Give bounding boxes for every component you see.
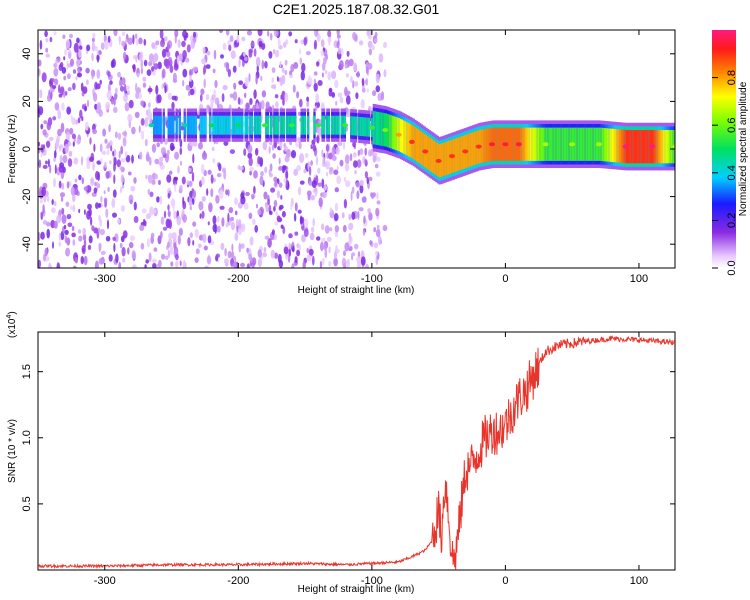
ridge-point <box>475 144 482 149</box>
top-y-axis-label: Frequency (Hz) <box>7 115 18 184</box>
x-tick-label: -200 <box>227 273 249 285</box>
top-x-axis: -300 -200 -100 0 100 <box>94 30 648 285</box>
bottom-y-multiplier-base: (x10 <box>7 318 18 338</box>
x-tick-label: 0 <box>502 273 508 285</box>
ridge-point <box>502 142 509 147</box>
spectrogram-ridge <box>148 123 675 163</box>
ridge-point <box>208 123 215 128</box>
top-x-axis-label: Height of straight line (km) <box>298 285 415 296</box>
ridge-point <box>622 144 629 149</box>
ridge-point <box>148 123 155 128</box>
y-tick-label: 20 <box>21 95 33 107</box>
bottom-y-axis: 0.5 1.0 1.5 <box>21 364 675 512</box>
ridge-point <box>181 123 188 128</box>
x-tick-label: 100 <box>630 575 648 587</box>
snr-panel: -300 -200 -100 0 100 0.5 1.0 1.5 Height of str… <box>6 311 676 595</box>
colorbar: 0.0 0.2 0.4 0.6 0.8 Normalized spectral ampl… <box>712 30 749 276</box>
ridge-point <box>342 123 349 128</box>
ridge-point <box>395 132 402 137</box>
colorbar-label: Normalized spectral amplitude <box>738 81 749 216</box>
colorbar-tick-label: 0.8 <box>726 70 738 85</box>
snr-plot-area <box>37 331 676 571</box>
ridge-point <box>422 149 429 154</box>
colorbar-tick-label: 0.2 <box>726 213 738 228</box>
x-tick-label: -200 <box>227 575 249 587</box>
colorbar-tick-label: 0.0 <box>726 260 738 275</box>
y-tick-label: -40 <box>21 236 33 252</box>
bottom-y-axis-label: SNR (10 * v/v) <box>7 419 18 483</box>
y-tick-label: -20 <box>21 189 33 205</box>
bottom-x-axis-label: Height of straight line (km) <box>298 584 415 595</box>
ridge-point <box>382 128 389 132</box>
bottom-x-axis: -300 -200 -100 0 100 <box>94 332 648 587</box>
bottom-y-multiplier-exp: 4 <box>6 315 13 319</box>
y-tick-label: 1.5 <box>21 364 33 379</box>
x-tick-label: -300 <box>94 575 116 587</box>
ridge-point <box>262 123 268 128</box>
ridge-point <box>649 144 656 149</box>
x-tick-label: -300 <box>94 273 116 285</box>
ridge-point <box>449 154 455 159</box>
colorbar-ticks: 0.0 0.2 0.4 0.6 0.8 <box>712 70 738 276</box>
y-tick-label: 40 <box>21 48 33 60</box>
ridge-point <box>435 158 442 163</box>
y-tick-label: 0 <box>21 146 33 152</box>
colorbar-gradient <box>712 30 736 268</box>
ridge-point <box>462 149 469 154</box>
x-tick-label: -100 <box>361 575 383 587</box>
ridge-point <box>515 142 522 147</box>
ridge-point <box>368 125 375 130</box>
ridge-point <box>569 142 576 147</box>
y-tick-label: 1.0 <box>21 430 33 445</box>
ridge-point <box>672 144 675 149</box>
bottom-y-multiplier: (x104) <box>6 311 18 338</box>
y-tick-label: 0.5 <box>21 496 33 511</box>
colorbar-tick-label: 0.6 <box>726 118 738 133</box>
ridge-point <box>315 123 322 128</box>
ridge-point <box>235 123 242 128</box>
colorbar-tick-label: 0.4 <box>726 165 738 180</box>
figure-title: C2E1.2025.187.08.32.G01 <box>273 1 440 17</box>
top-y-axis: -40 -20 0 20 40 <box>21 48 675 252</box>
snr-series-line <box>38 335 675 570</box>
ridge-point <box>542 142 549 147</box>
x-tick-label: 0 <box>502 575 508 587</box>
x-tick-label: -100 <box>361 273 383 285</box>
ridge-point <box>595 142 602 147</box>
ridge-point <box>288 123 295 128</box>
ridge-point <box>408 139 415 144</box>
ridge-point <box>489 142 495 147</box>
x-tick-label: 100 <box>630 273 648 285</box>
